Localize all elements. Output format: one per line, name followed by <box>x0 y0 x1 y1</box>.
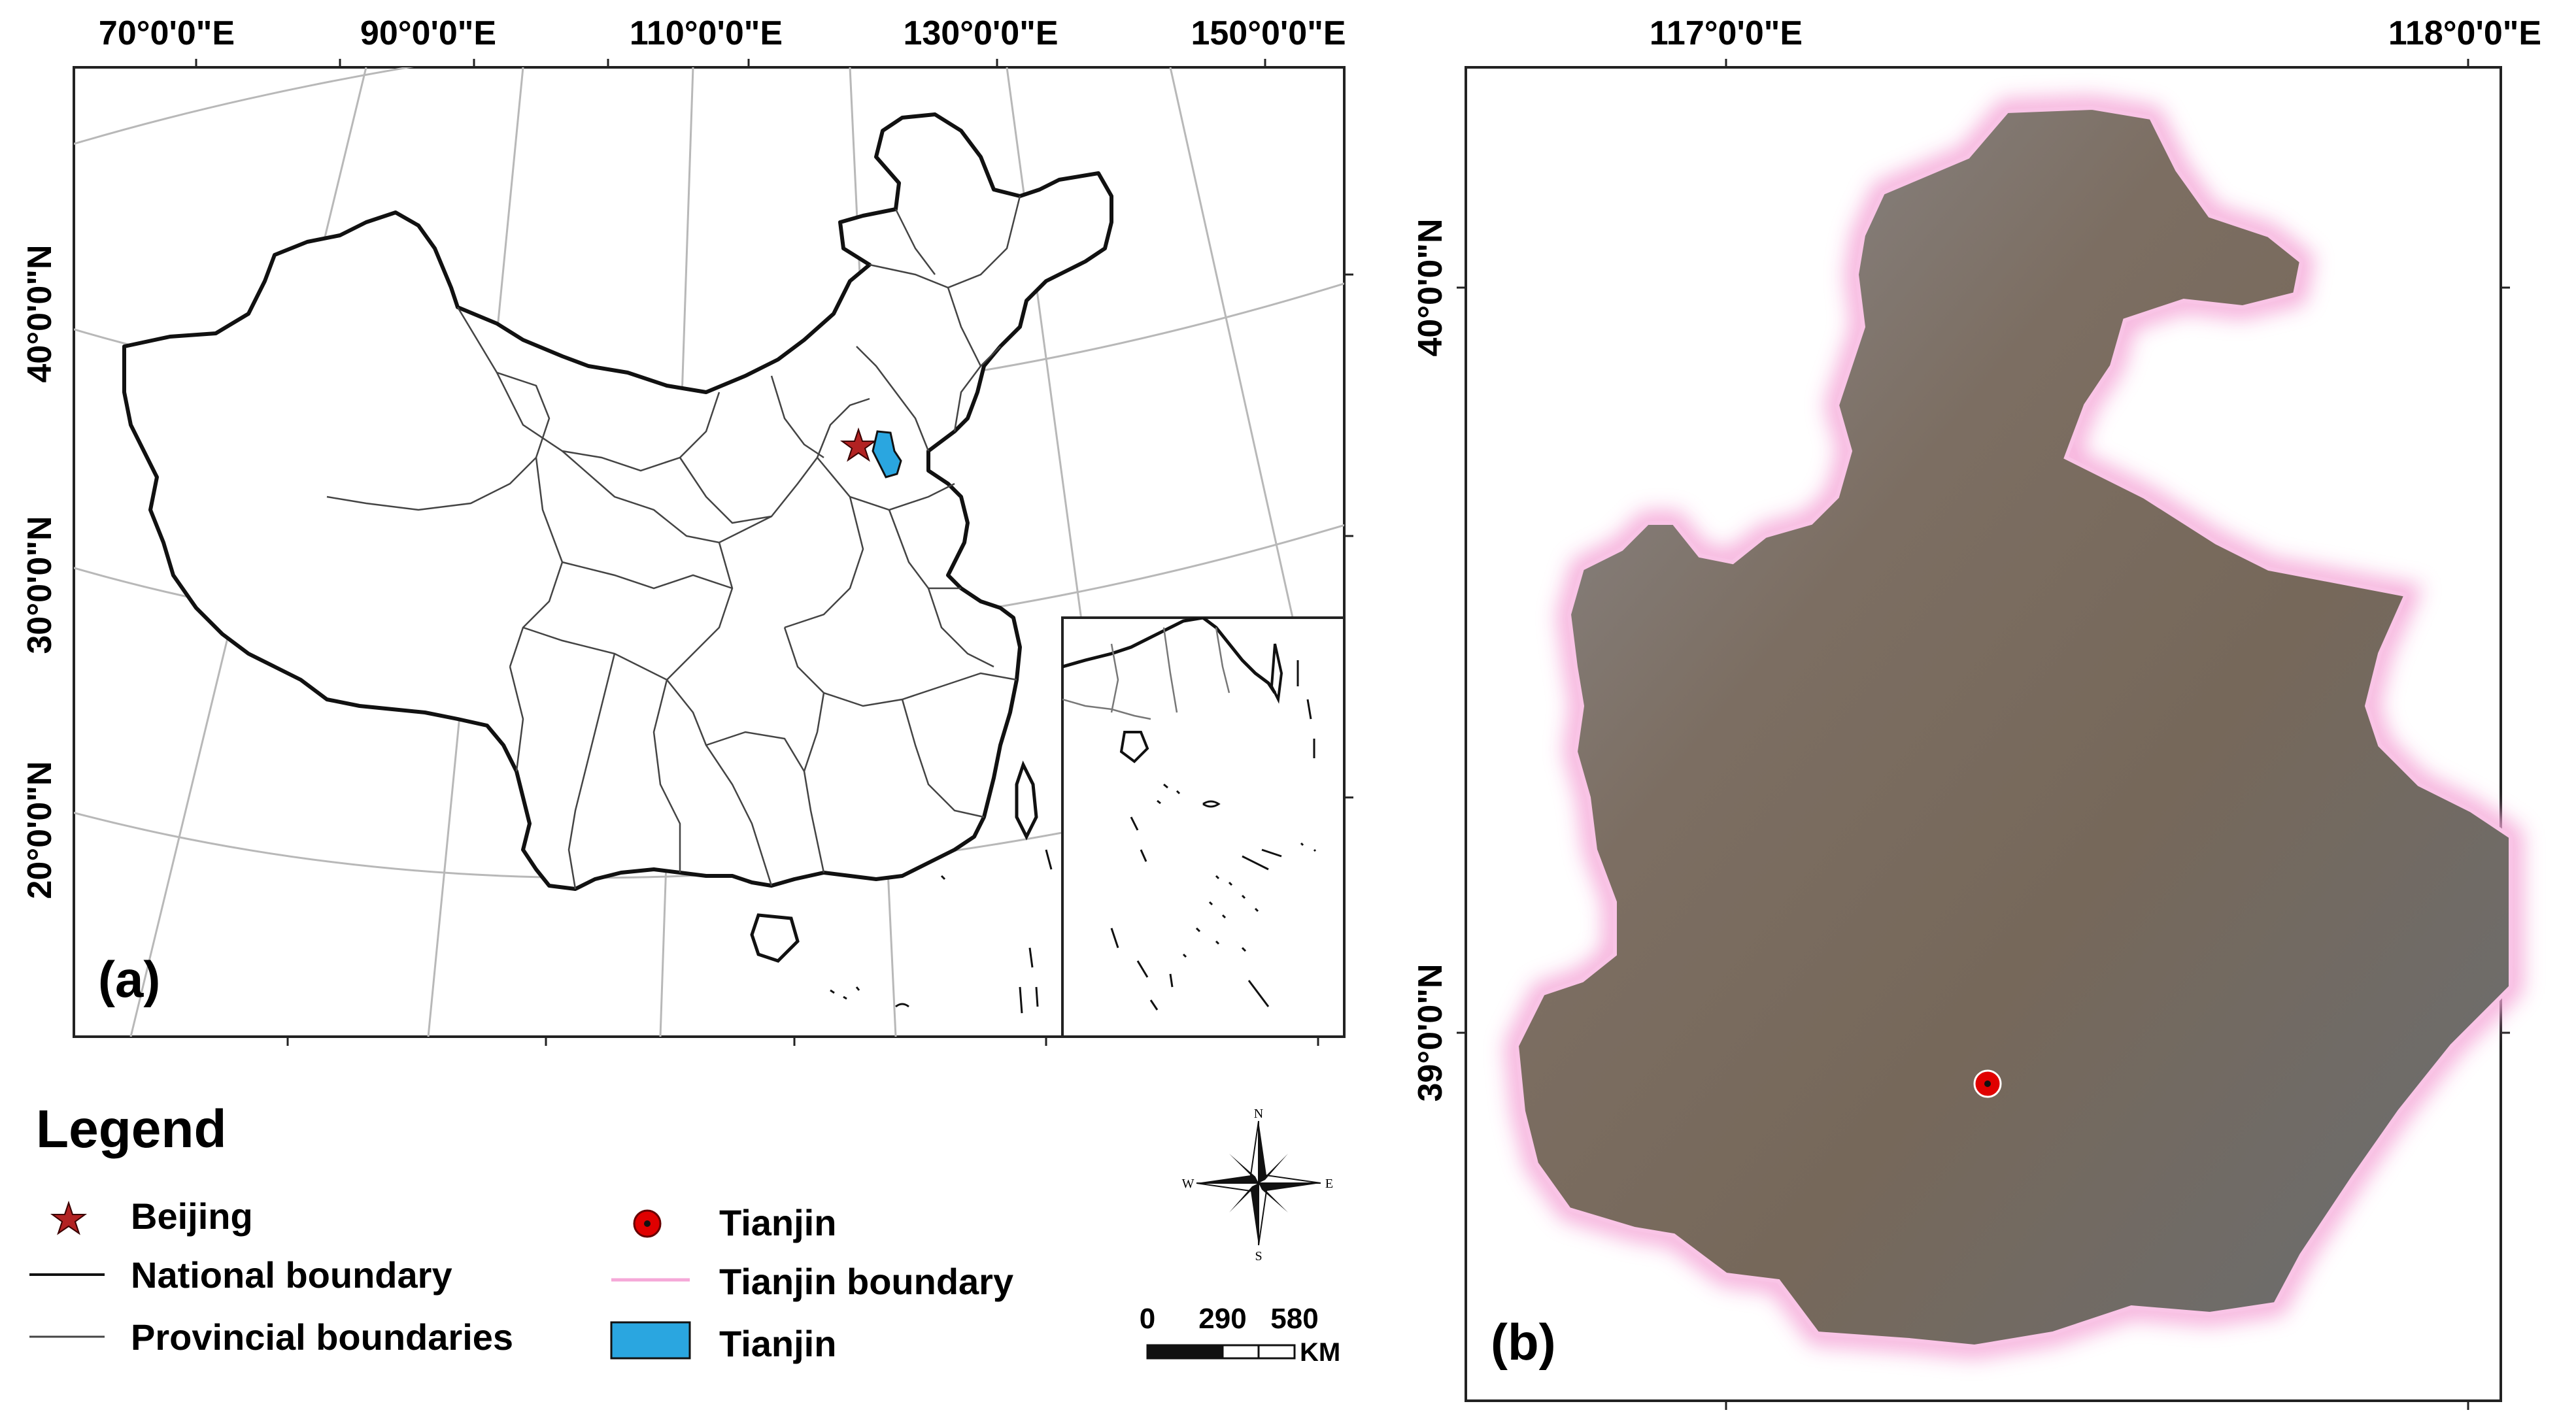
lon-label-118e: 118°0'0"E <box>2388 14 2541 52</box>
lat-label-30n: 30°0'0"N <box>21 516 59 654</box>
map-a-panel: 70°0'0"E 90°0'0"E 110°0'0"E 130°0'0"E 15… <box>21 14 1353 1046</box>
map-b-ticks <box>1457 59 2510 1410</box>
lon-label-150e: 150°0'0"E <box>1191 14 1346 52</box>
legend-tianjin-area-swatch <box>610 1321 691 1360</box>
legend-national-label: National boundary <box>131 1254 452 1296</box>
scale-tick-290: 290 <box>1198 1303 1246 1335</box>
scale-bar: 0 290 580 KM <box>1140 1303 1340 1367</box>
panel-b-label: (b) <box>1491 1313 1556 1371</box>
provincial-boundaries <box>326 195 1021 890</box>
tianjin-area-marker <box>872 430 902 478</box>
legend-tianjin-area-label: Tianjin <box>719 1323 836 1364</box>
lat-label-40n: 40°0'0"N <box>21 244 59 382</box>
taiwan-island <box>1015 760 1038 841</box>
south-china-sea-inset <box>1061 616 1346 1038</box>
compass-e: E <box>1325 1177 1333 1191</box>
legend: Legend Beijing National boundary Provinc… <box>29 1099 1013 1364</box>
lon-label-90e: 90°0'0"E <box>360 14 496 52</box>
beijing-star-marker <box>839 427 877 462</box>
map-a-ticks <box>195 59 1353 1046</box>
compass-s: S <box>1255 1249 1262 1264</box>
legend-beijing-label: Beijing <box>131 1196 253 1237</box>
scale-tick-0: 0 <box>1140 1303 1155 1335</box>
lon-label-110e: 110°0'0"E <box>630 14 783 52</box>
legend-tianjin-point-marker <box>633 1209 662 1238</box>
hainan-island <box>750 913 800 963</box>
panel-a-label: (a) <box>98 950 160 1008</box>
lat-label-39n-b: 39°0'0"N <box>1412 963 1449 1101</box>
tianjin-city-marker <box>1973 1069 2002 1098</box>
legend-provincial-label: Provincial boundaries <box>131 1316 513 1358</box>
lon-label-70e: 70°0'0"E <box>99 14 235 52</box>
legend-title: Legend <box>36 1099 227 1159</box>
north-arrow-compass: N S E W <box>1182 1107 1334 1264</box>
compass-w: W <box>1182 1177 1195 1191</box>
legend-beijing-star <box>50 1200 88 1235</box>
legend-tianjin-boundary-label: Tianjin boundary <box>719 1261 1013 1302</box>
legend-tianjin-point-label: Tianjin <box>719 1202 836 1243</box>
lon-label-117e: 117°0'0"E <box>1650 14 1803 52</box>
china-national-boundary <box>122 112 1113 891</box>
scale-unit: KM <box>1300 1338 1340 1367</box>
compass-n: N <box>1254 1107 1263 1121</box>
lon-label-130e: 130°0'0"E <box>903 14 1058 52</box>
lat-label-20n: 20°0'0"N <box>21 761 59 899</box>
map-a-top-longitude-labels: 70°0'0"E 90°0'0"E 110°0'0"E 130°0'0"E 15… <box>99 14 1346 52</box>
south-sea-islands <box>830 849 1053 1014</box>
lat-label-40n-b: 40°0'0"N <box>1412 218 1449 356</box>
map-b-panel: 117°0'0"E 118°0'0"E 40°0'0"N 39°0'0"N <box>1412 14 2541 1410</box>
scale-tick-580: 580 <box>1270 1303 1318 1335</box>
